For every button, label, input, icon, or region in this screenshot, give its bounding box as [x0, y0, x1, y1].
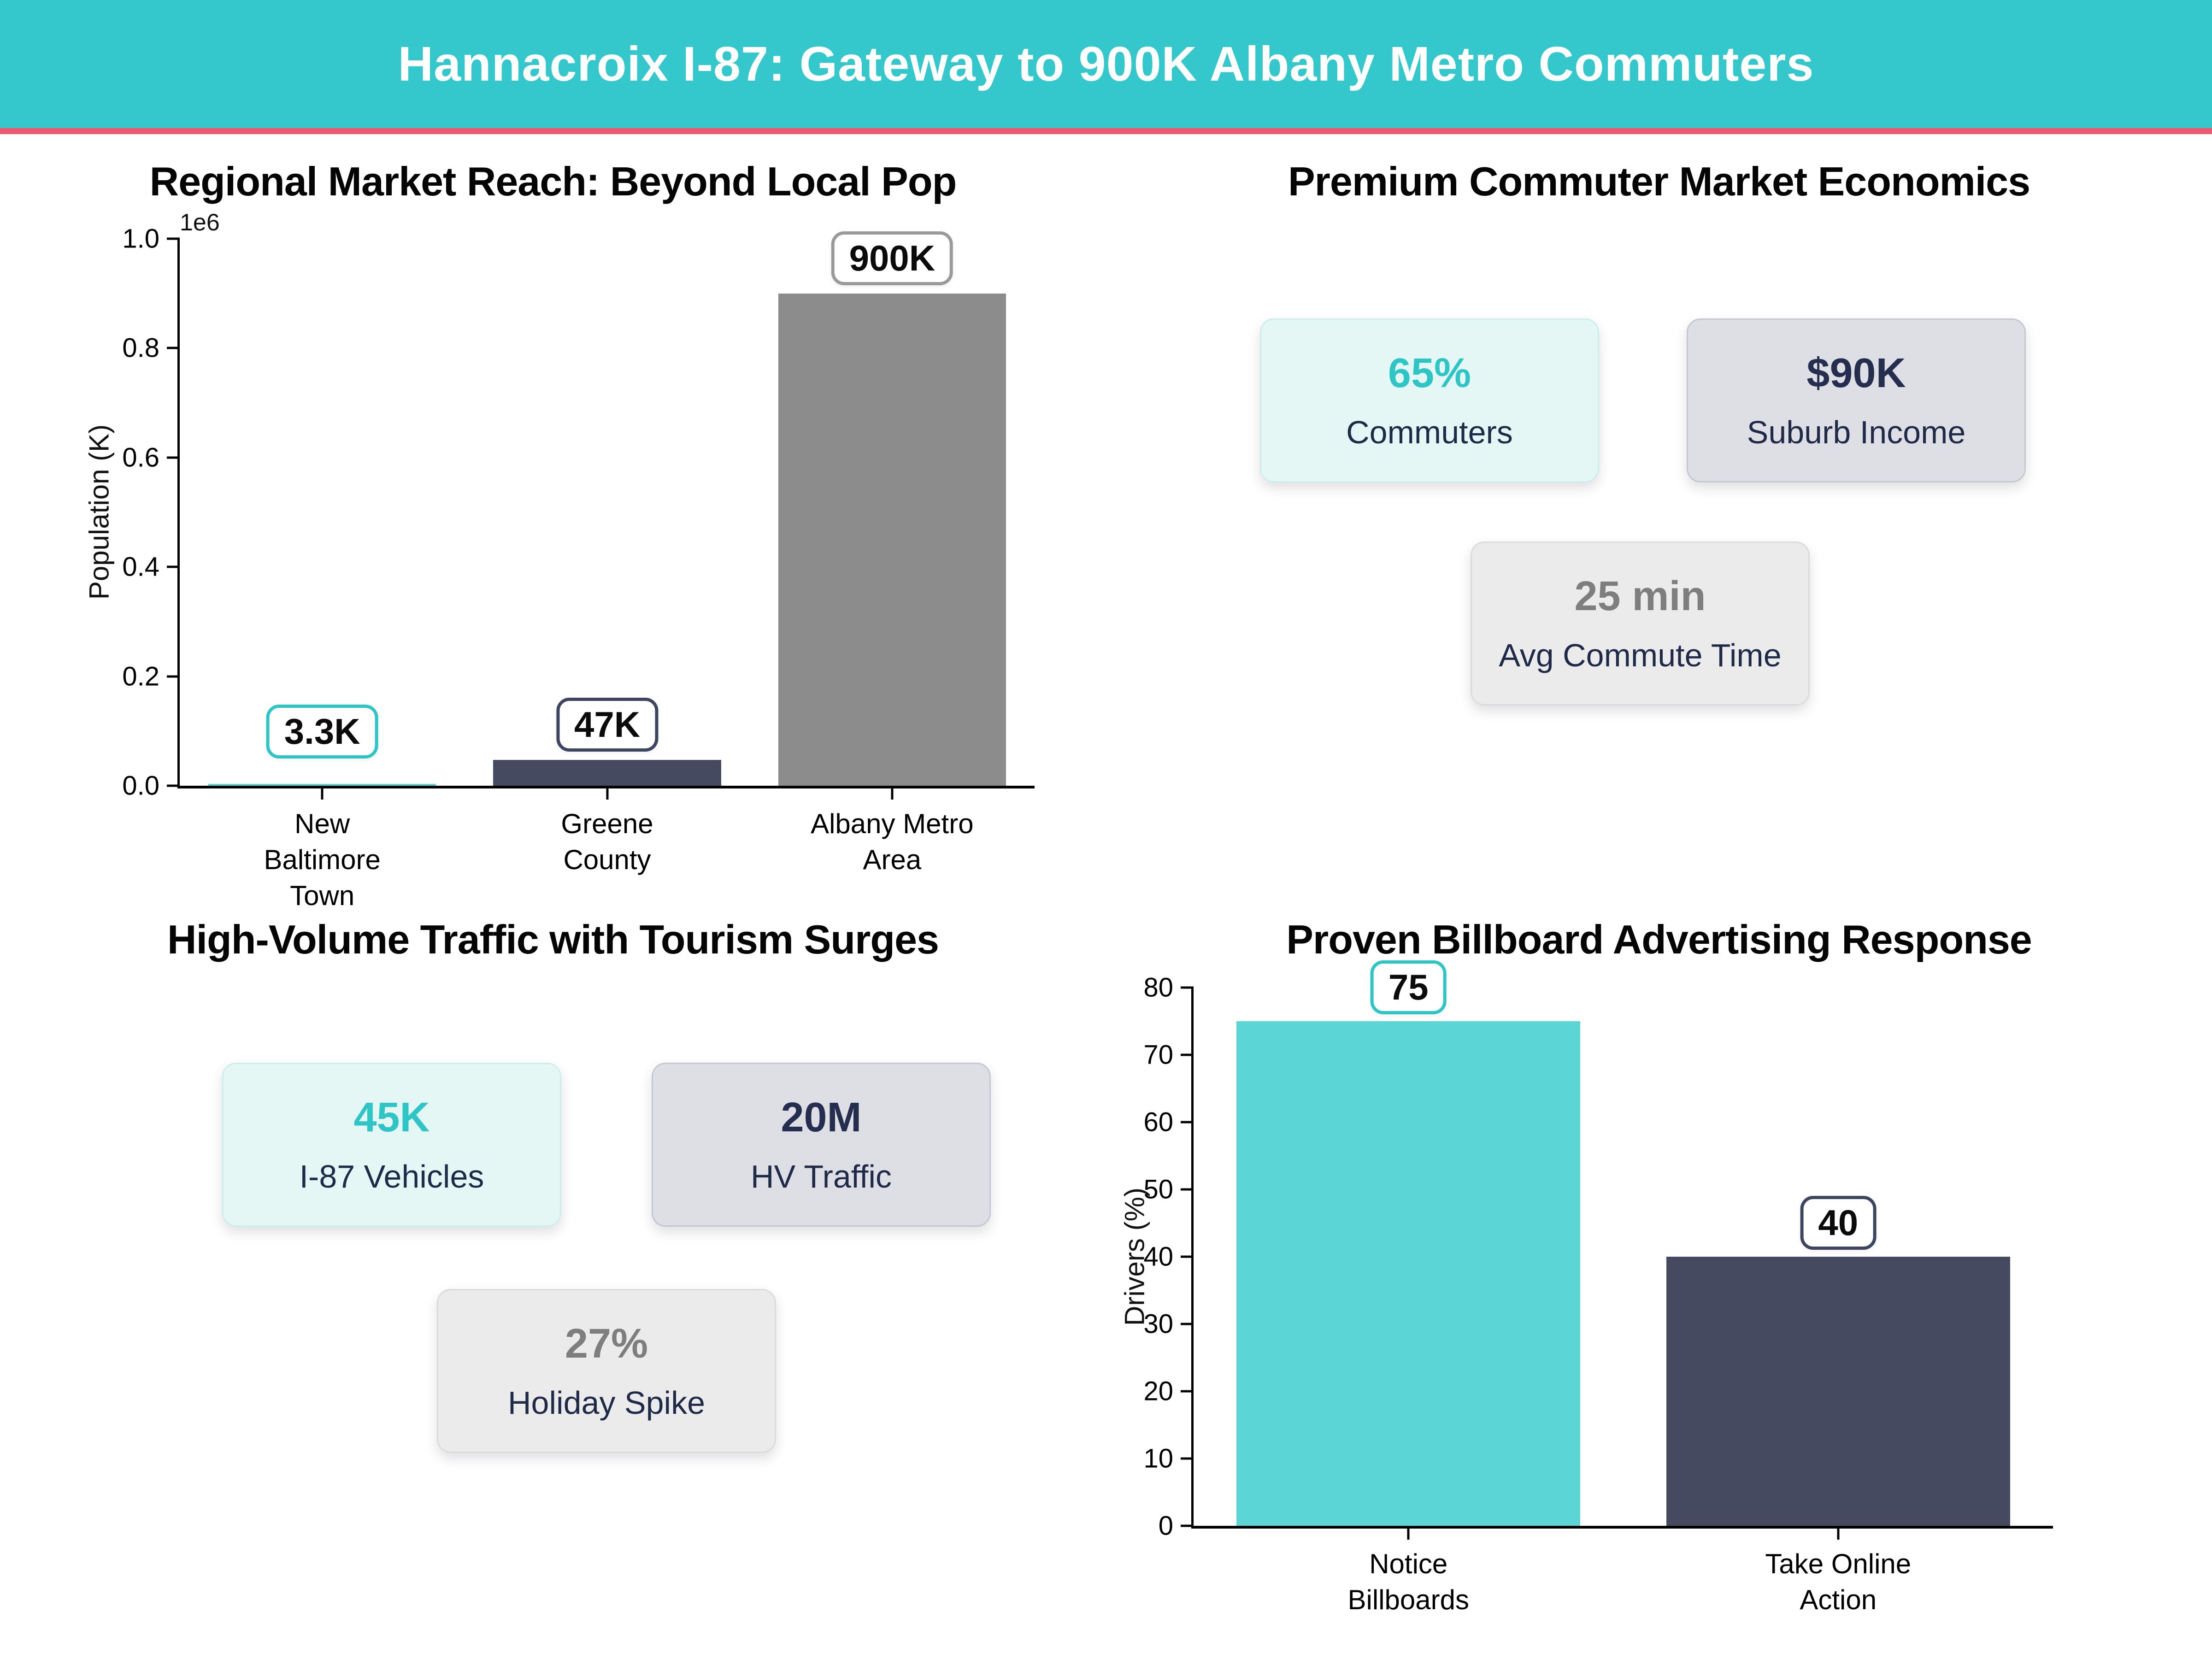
x-tick-mark: [891, 786, 894, 800]
x-tick-label-line: Area: [863, 844, 922, 875]
stat-label-holiday-spike: Holiday Spike: [508, 1385, 705, 1421]
y-tick-mark: [167, 565, 180, 568]
section-billboard-response: Proven Billboard Advertising Response Dr…: [1106, 917, 2212, 1659]
stat-label-suburb-income: Suburb Income: [1747, 414, 1966, 450]
x-tick-label-line: Town: [290, 880, 355, 911]
bar-value-badge: 3.3K: [266, 705, 378, 759]
page-title: Hannacroix I-87: Gateway to 900K Albany …: [398, 36, 1814, 91]
y-tick-label: 0: [1158, 1511, 1173, 1541]
market-reach-chart: Population (K) 1e6 0.0 0.2 0.4 0.6 0.8 1.0 3.3…: [0, 134, 1106, 917]
y-tick-mark: [167, 675, 180, 678]
bar-value-badge: 75: [1370, 960, 1447, 1014]
y-tick-label: 1.0: [122, 224, 159, 254]
bar: [1236, 1021, 1581, 1526]
y-tick-label: 0.0: [122, 771, 159, 801]
bar-value-badge: 40: [1800, 1196, 1877, 1250]
bar-value-badge: 47K: [556, 698, 659, 752]
stat-label-hv-traffic: HV Traffic: [750, 1159, 892, 1194]
y-tick-label: 70: [1143, 1040, 1173, 1070]
traffic-title: High-Volume Traffic with Tourism Surges: [167, 917, 939, 962]
y-tick-mark: [1181, 1323, 1194, 1325]
y-tick-label: 0.2: [122, 661, 159, 692]
y-tick-mark: [1181, 1524, 1194, 1527]
y-tick-mark: [1181, 1188, 1194, 1191]
y-tick-label: 10: [1143, 1443, 1173, 1474]
x-tick-label-line: Action: [1800, 1584, 1877, 1615]
x-tick-label-line: Take Online: [1765, 1548, 1912, 1579]
x-tick-mark: [1407, 1526, 1410, 1540]
y-tick-mark: [1181, 986, 1194, 989]
y-tick-mark: [1181, 1053, 1194, 1056]
x-tick-label: Notice Billboards: [1348, 1546, 1469, 1618]
x-tick-mark: [1837, 1526, 1840, 1540]
y-tick-label: 0.4: [122, 552, 159, 582]
y-tick-label: 20: [1143, 1376, 1173, 1406]
stat-value-suburb-income: $90K: [1806, 350, 1906, 396]
stat-label-commuters: Commuters: [1346, 414, 1513, 450]
x-tick-mark: [321, 786, 324, 800]
stat-card-suburb-income: $90K Suburb Income: [1687, 318, 2026, 482]
x-tick-label: Greene County: [561, 806, 653, 878]
market-reach-plot-area: 0.0 0.2 0.4 0.6 0.8 1.0 3.3K New Baltimore Town 47…: [122, 224, 1035, 911]
x-tick-label-line: County: [563, 844, 651, 875]
y-tick-label: 30: [1143, 1309, 1173, 1339]
y-tick-mark: [1181, 1255, 1194, 1258]
y-tick-mark: [1181, 1121, 1194, 1124]
y-tick-label: 80: [1143, 972, 1173, 1003]
stat-value-holiday-spike: 27%: [565, 1321, 648, 1367]
y-tick-label: 0.6: [122, 442, 159, 473]
x-tick-label-line: New: [294, 808, 350, 839]
billboard-response-title: Proven Billboard Advertising Response: [1286, 917, 2032, 962]
x-tick-label-line: Albany Metro: [811, 808, 974, 839]
stat-card-i87-vehicles: 45K I-87 Vehicles: [222, 1063, 561, 1227]
y-tick-label: 50: [1143, 1174, 1173, 1205]
x-tick-label-line: Baltimore: [264, 844, 381, 875]
stat-card-avg-commute-time: 25 min Avg Commute Time: [1471, 541, 1810, 706]
stat-value-avg-commute-time: 25 min: [1574, 573, 1706, 619]
stat-value-commuters: 65%: [1388, 350, 1471, 396]
stat-label-i87-vehicles: I-87 Vehicles: [299, 1159, 484, 1194]
stat-value-hv-traffic: 20M: [781, 1094, 862, 1141]
x-tick-label-line: Greene: [561, 808, 653, 839]
x-tick-label-line: Billboards: [1347, 1584, 1469, 1615]
y-tick-mark: [167, 347, 180, 349]
banner-accent-strip: [0, 128, 2212, 134]
bar: [778, 293, 1006, 786]
y-tick-label: 60: [1143, 1107, 1173, 1137]
section-market-reach: Regional Market Reach: Beyond Local Pop …: [0, 134, 1106, 917]
bar-value-badge: 900K: [831, 231, 953, 285]
section-traffic: High-Volume Traffic with Tourism Surges …: [0, 917, 1106, 1659]
x-tick-label: Albany Metro Area: [811, 806, 974, 878]
y-tick-mark: [1181, 1390, 1194, 1393]
stat-label-avg-commute-time: Avg Commute Time: [1499, 637, 1782, 673]
x-tick-label: New Baltimore Town: [264, 806, 380, 914]
x-tick-mark: [606, 786, 608, 800]
y-tick-mark: [167, 784, 180, 787]
x-tick-label: Take Online Action: [1765, 1546, 1911, 1618]
x-tick-label-line: Notice: [1369, 1548, 1448, 1579]
header-banner: Hannacroix I-87: Gateway to 900K Albany …: [0, 0, 2212, 128]
billboard-response-chart: Drivers (%) 0 10 20 30 40 50 60 70 80 75 Notice Bil…: [1106, 917, 2212, 1659]
section-commuter-economics: Premium Commuter Market Economics 65% Co…: [1106, 134, 2212, 917]
y-tick-mark: [167, 237, 180, 240]
market-reach-title: Regional Market Reach: Beyond Local Pop: [149, 159, 957, 204]
y-tick-label: 0.8: [122, 333, 159, 363]
y-tick-mark: [167, 456, 180, 459]
stat-value-i87-vehicles: 45K: [353, 1094, 430, 1141]
market-reach-y-axis-label: Population (K): [83, 424, 115, 600]
stat-card-holiday-spike: 27% Holiday Spike: [437, 1289, 776, 1453]
commuter-economics-title: Premium Commuter Market Economics: [1288, 159, 2030, 204]
y-tick-label: 40: [1143, 1241, 1173, 1272]
stat-card-commuters: 65% Commuters: [1260, 318, 1599, 482]
y-tick-mark: [1181, 1457, 1194, 1460]
bar: [208, 784, 436, 786]
billboard-response-plot-area: 0 10 20 30 40 50 60 70 80 75 Notice Billboards 40 Tak…: [1143, 960, 2053, 1615]
stat-card-hv-traffic: 20M HV Traffic: [652, 1063, 991, 1227]
bar: [493, 760, 721, 786]
market-reach-axis-offset-label: 1e6: [180, 209, 220, 236]
bar: [1666, 1257, 2010, 1526]
